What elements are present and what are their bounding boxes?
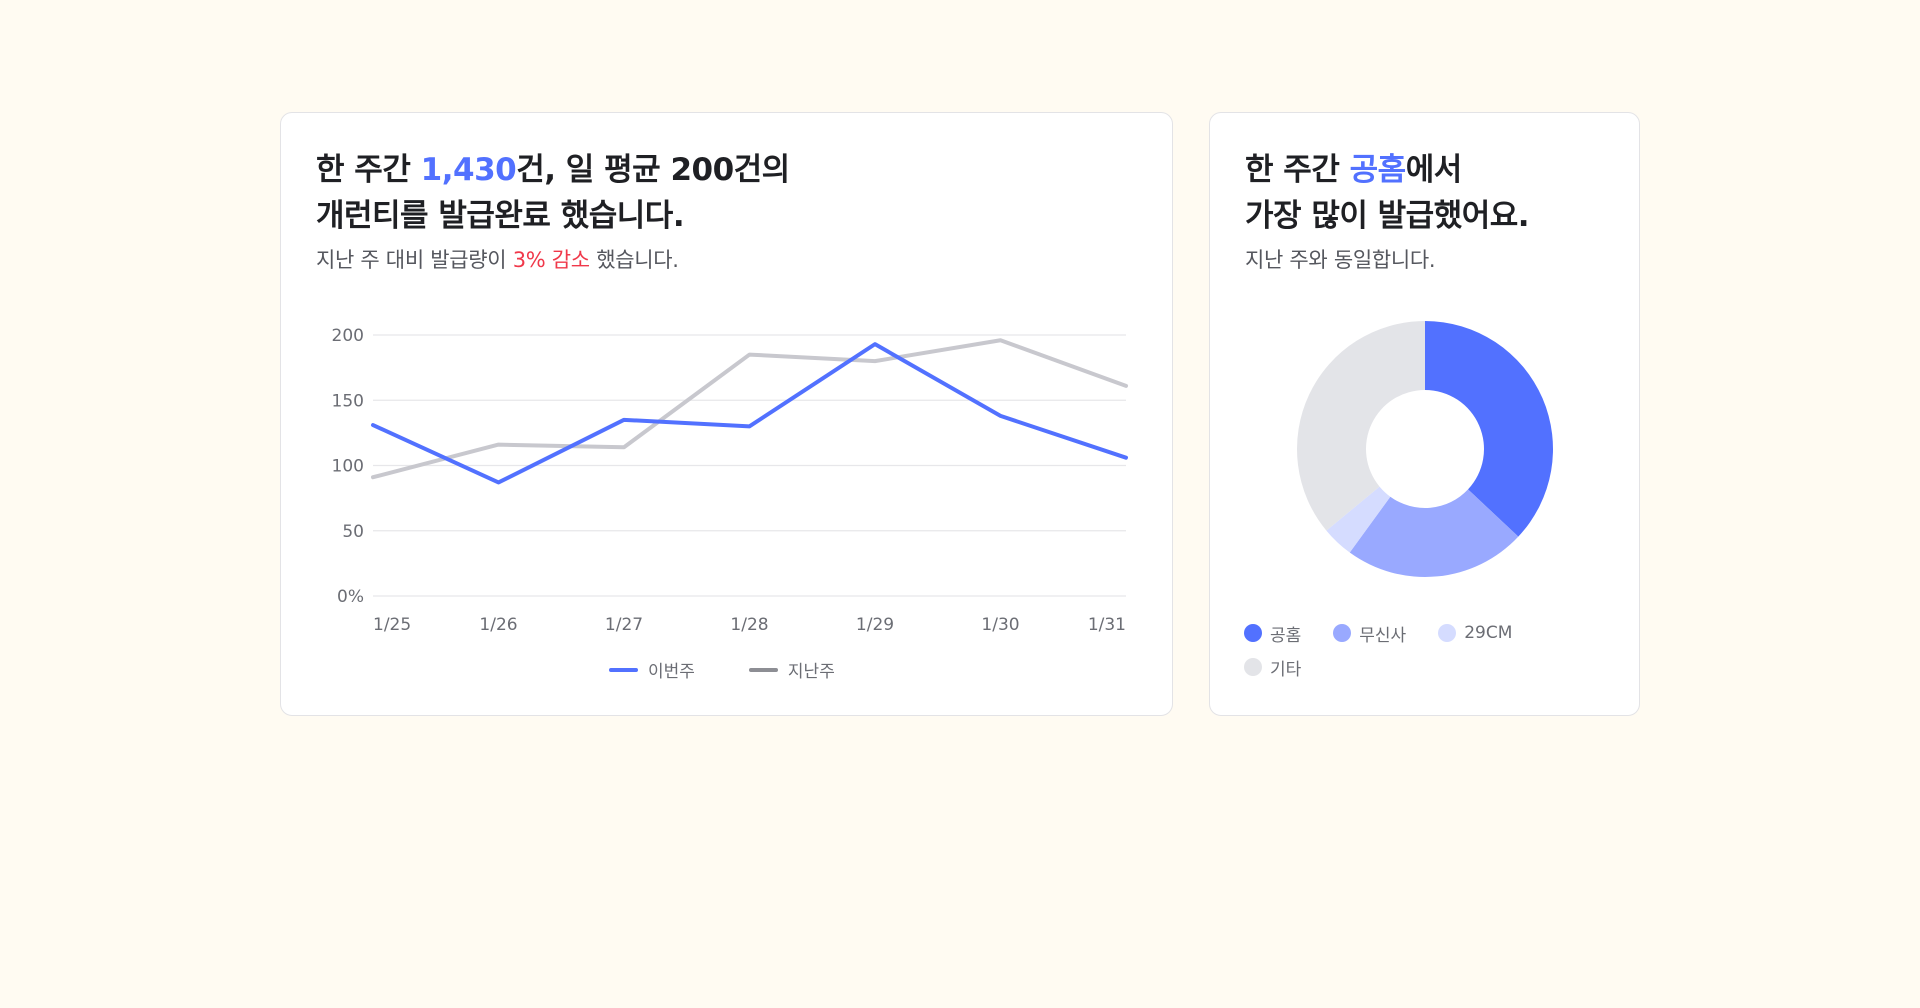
donut-slice-공홈	[1425, 321, 1553, 537]
brand-share-card: 한 주간 공홈에서 가장 많이 발급했어요. 지난 주와 동일합니다. 공홈 무신…	[1209, 112, 1640, 716]
subtitle-prefix: 지난 주 대비 발급량이	[316, 248, 513, 272]
legend-label: 이번주	[648, 662, 695, 682]
legend-swatch	[1333, 624, 1352, 642]
legend-swatch	[748, 667, 778, 672]
legend-swatch	[1438, 624, 1457, 642]
x-tick-label: 1/26	[479, 615, 517, 635]
line-chart-legend: 이번주 지난주	[609, 657, 835, 682]
y-tick-label: 200	[332, 326, 364, 346]
x-tick-label: 1/30	[981, 615, 1019, 635]
legend-label: 공홈	[1270, 625, 1302, 646]
legend-item: 기타	[1244, 655, 1301, 680]
brand-card-subtitle: 지난 주와 동일합니다.	[1245, 248, 1436, 272]
donut-chart	[1297, 321, 1553, 577]
legend-label: 기타	[1270, 659, 1302, 680]
x-tick-label: 1/28	[730, 615, 768, 635]
title-prefix: 한 주간	[316, 152, 421, 188]
legend-label: 29CM	[1464, 623, 1513, 643]
legend-item: 무신사	[1333, 621, 1406, 646]
x-tick-label: 1/27	[605, 615, 643, 635]
total-count-highlight: 1,430	[420, 152, 517, 188]
line-chart: 0% 50 100 150 200 1/25 1/26 1/27 1/28 1/29 1/30 1/…	[332, 326, 1128, 635]
y-tick-label: 100	[332, 457, 364, 477]
weekly-issuance-card: 한 주간 1,430건, 일 평균 200건의 개런티를 발급완료 했습니다. …	[280, 112, 1173, 716]
title-rest: 건, 일 평균 200건의	[516, 152, 790, 188]
x-tick-label: 1/25	[373, 615, 411, 635]
y-tick-label: 150	[332, 391, 364, 411]
donut-slice-29CM	[1326, 486, 1391, 553]
brand-title-line2: 가장 많이 발급했어요.	[1245, 198, 1530, 234]
legend-swatch	[609, 667, 638, 672]
decrease-highlight: 3% 감소	[512, 248, 590, 272]
brand-title-prefix: 한 주간	[1245, 152, 1350, 188]
x-tick-label: 1/29	[856, 615, 894, 635]
donut-slice-무신사	[1349, 489, 1519, 577]
weekly-card-subtitle: 지난 주 대비 발급량이 3% 감소 했습니다.	[316, 245, 679, 275]
legend-item: 지난주	[748, 657, 835, 682]
legend-label: 지난주	[787, 662, 835, 682]
legend-label: 무신사	[1359, 625, 1407, 646]
legend-item: 공홈	[1244, 621, 1301, 646]
series-line-이번주	[371, 342, 1128, 485]
y-tick-label: 50	[342, 522, 364, 542]
brand-card-title: 한 주간 공홈에서 가장 많이 발급했어요.	[1245, 147, 1530, 239]
legend-swatch	[1244, 624, 1262, 642]
legend-item: 29CM	[1438, 623, 1512, 643]
donut-chart-legend: 공홈 무신사 29CM 기타	[1244, 621, 1624, 680]
top-brand-highlight: 공홈	[1349, 152, 1407, 188]
legend-swatch	[1244, 658, 1262, 676]
weekly-card-title: 한 주간 1,430건, 일 평균 200건의 개런티를 발급완료 했습니다.	[316, 147, 790, 239]
legend-item: 이번주	[609, 657, 695, 682]
title-line2: 개런티를 발급완료 했습니다.	[316, 198, 685, 234]
subtitle-suffix: 했습니다.	[589, 248, 679, 272]
x-tick-label: 1/31	[1088, 615, 1126, 635]
y-tick-label: 0%	[337, 587, 364, 607]
series-line-지난주	[371, 338, 1128, 480]
donut-slice-기타	[1297, 321, 1425, 531]
brand-title-rest: 에서	[1405, 152, 1463, 188]
